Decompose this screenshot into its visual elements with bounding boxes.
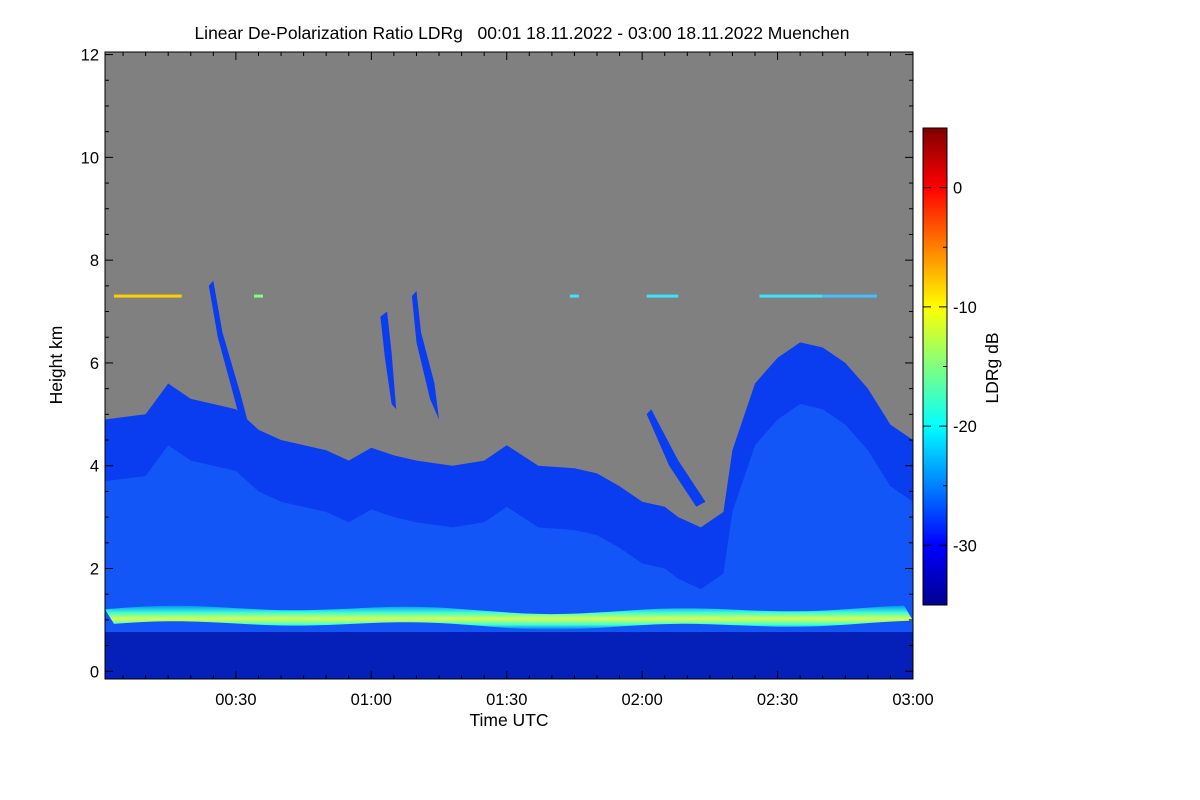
high-layer-segment	[822, 294, 877, 298]
y-tick-label: 8	[90, 252, 99, 270]
x-tick-label: 02:30	[757, 691, 798, 709]
plot-frame	[104, 51, 914, 680]
x-axis: 00:30 01:00 01:30 02:00 02:30 03:00	[122, 52, 934, 709]
x-axis-label: Time UTC	[469, 710, 548, 730]
colorbar-tick-label: -10	[953, 299, 977, 317]
x-tick-label: 02:00	[622, 691, 663, 709]
colorbar-axis: 0 -10 -20 -30	[923, 127, 977, 606]
fall-streak	[646, 409, 706, 507]
high-layer-segment	[114, 294, 182, 298]
y-tick-label: 0	[90, 663, 99, 681]
y-axis-label: Height km	[46, 326, 66, 405]
fall-streak	[208, 280, 254, 446]
x-tick-label: 01:30	[486, 691, 527, 709]
colorbar-tick-label: -20	[953, 418, 977, 436]
fall-streaks	[208, 280, 706, 507]
high-layer-segment	[646, 294, 679, 298]
bright-layer	[105, 605, 913, 630]
colorbar-label: LDRg dB	[982, 332, 1002, 403]
plot-area	[105, 52, 913, 679]
y-tick-label: 2	[90, 561, 99, 579]
y-tick-label: 4	[90, 458, 99, 476]
near-ground-band	[105, 632, 913, 679]
high-cloud-layer	[114, 294, 877, 298]
chart-title: Linear De-Polarization Ratio LDRg 00:01 …	[194, 23, 849, 43]
y-axis: 0 2 4 6 8 10 12	[81, 47, 913, 681]
x-tick-label: 00:30	[215, 691, 256, 709]
y-tick-label: 10	[81, 149, 99, 167]
colorbar-tick-label: 0	[953, 180, 962, 198]
fall-streak	[411, 291, 439, 420]
y-tick-label: 6	[90, 355, 99, 373]
x-tick-label: 03:00	[892, 691, 933, 709]
colorbar-tick-label: -30	[953, 537, 977, 555]
high-layer-segment	[569, 294, 579, 298]
y-tick-label: 12	[81, 47, 99, 65]
x-tick-label: 01:00	[351, 691, 392, 709]
high-layer-segment	[254, 294, 263, 298]
fall-streak	[380, 311, 397, 410]
high-layer-segment	[759, 294, 823, 298]
